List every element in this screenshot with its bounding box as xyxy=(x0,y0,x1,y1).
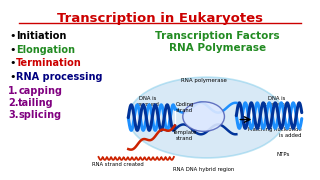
Text: Coding
strand: Coding strand xyxy=(176,102,194,113)
Text: RNA DNA hybrid region: RNA DNA hybrid region xyxy=(173,167,234,172)
Text: Termination: Termination xyxy=(16,58,82,69)
Text: NTPs: NTPs xyxy=(276,152,290,157)
Text: 2.: 2. xyxy=(8,98,19,108)
Text: Transcription Factors: Transcription Factors xyxy=(155,31,280,41)
Text: •: • xyxy=(9,58,16,69)
Ellipse shape xyxy=(128,77,285,158)
Text: capping: capping xyxy=(18,86,62,96)
Text: 3.: 3. xyxy=(8,110,19,120)
Text: DNA is
unwound: DNA is unwound xyxy=(265,96,289,107)
Text: tailing: tailing xyxy=(18,98,54,108)
Text: splicing: splicing xyxy=(18,110,61,120)
Text: Template
strand: Template strand xyxy=(172,130,197,141)
Text: Initiation: Initiation xyxy=(16,31,67,41)
Text: Matching nucleotide
is added: Matching nucleotide is added xyxy=(248,127,302,138)
Text: •: • xyxy=(9,72,16,82)
Text: Transcription in Eukaryotes: Transcription in Eukaryotes xyxy=(57,12,263,25)
Text: RNA processing: RNA processing xyxy=(16,72,103,82)
Text: •: • xyxy=(9,45,16,55)
Text: RNA strand created: RNA strand created xyxy=(92,162,144,167)
Text: •: • xyxy=(9,31,16,41)
Text: DNA is
rewound: DNA is rewound xyxy=(137,96,160,107)
Text: RNA polymerase: RNA polymerase xyxy=(181,78,227,83)
Text: RNA Polymerase: RNA Polymerase xyxy=(169,43,266,53)
Ellipse shape xyxy=(183,102,224,131)
Text: 1.: 1. xyxy=(8,86,19,96)
Text: Elongation: Elongation xyxy=(16,45,75,55)
